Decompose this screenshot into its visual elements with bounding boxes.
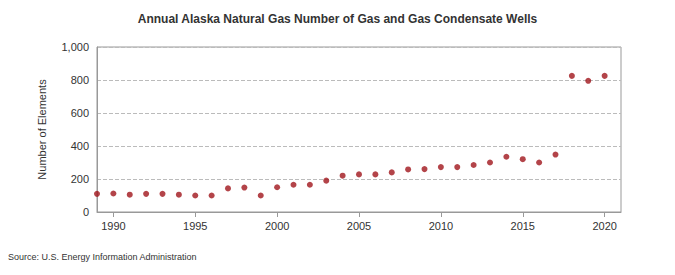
svg-text:Annual Alaska Natural Gas Numb: Annual Alaska Natural Gas Number of Gas …	[138, 12, 538, 26]
svg-text:2005: 2005	[347, 220, 371, 232]
svg-text:2010: 2010	[429, 220, 453, 232]
svg-text:600: 600	[71, 107, 89, 119]
svg-text:Number of Elements: Number of Elements	[36, 79, 48, 180]
svg-text:0: 0	[83, 206, 89, 218]
svg-text:1990: 1990	[101, 220, 125, 232]
svg-text:200: 200	[71, 173, 89, 185]
svg-text:2020: 2020	[592, 220, 616, 232]
svg-text:2000: 2000	[265, 220, 289, 232]
svg-text:400: 400	[71, 140, 89, 152]
svg-text:1,000: 1,000	[61, 41, 89, 53]
svg-text:1995: 1995	[183, 220, 207, 232]
svg-text:800: 800	[71, 74, 89, 86]
svg-text:Source: U.S. Energy Informatio: Source: U.S. Energy Information Administ…	[8, 252, 197, 262]
svg-text:2015: 2015	[511, 220, 535, 232]
